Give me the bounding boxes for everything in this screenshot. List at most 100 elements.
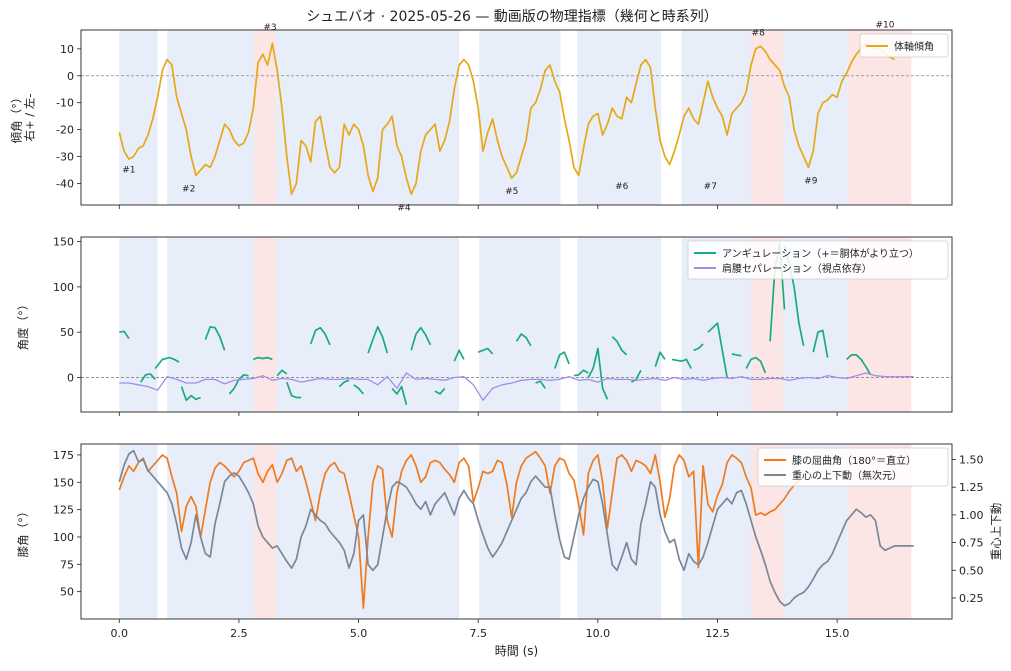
axes-frame [80, 29, 953, 206]
phase-span-blue [783, 30, 848, 205]
series-line-1 [367, 325, 389, 354]
legend-label: 体軸傾角 [894, 40, 934, 53]
y-tick-label: 175 [53, 449, 74, 462]
x-tick-label: 12.5 [705, 627, 730, 640]
x-tick-label: 0.0 [111, 627, 129, 640]
y-tick-label: 10 [60, 43, 74, 56]
phase-span-red [254, 30, 277, 205]
y-tick-label: 75 [60, 558, 74, 571]
series-line-1 [118, 42, 896, 196]
phase-span-red [254, 237, 277, 412]
series-line-1 [180, 386, 201, 402]
series-line-1 [453, 349, 465, 362]
series-line-1 [630, 369, 642, 383]
series-line-1 [573, 369, 589, 377]
x-tick-label: 15.0 [825, 627, 850, 640]
y-tick-label: -40 [56, 177, 74, 190]
y-axis-label: 右+ / 左- [23, 94, 37, 142]
x-tick-label: 10.0 [586, 627, 611, 640]
series-line-1 [731, 353, 742, 357]
phase-span-blue [167, 237, 255, 412]
axes-frame [80, 236, 953, 413]
legend: 体軸傾角 [859, 33, 949, 58]
series-line-1 [611, 336, 628, 356]
series-line-1 [276, 369, 288, 377]
series-line-1 [253, 356, 273, 361]
event-marker-label: #8 [752, 28, 766, 38]
series-line-1 [707, 322, 728, 378]
y-tick-label: 0 [67, 372, 74, 385]
y-tick-label: -20 [56, 124, 74, 137]
phase-span-blue [577, 444, 662, 619]
panel-1: 10 0 -10 -20 -30 -40 傾角（°） 右+ / 左- #1 #2 #3 #4 #5 #6 #… [10, 20, 953, 213]
legend-box [859, 33, 949, 58]
event-marker-label: #2 [182, 185, 195, 195]
series-line-2 [119, 372, 914, 401]
legend-box [757, 447, 949, 487]
legend-label: 肩腰セパレーション（視点依存） [722, 262, 872, 275]
phase-span-red [254, 444, 277, 619]
series-line-1 [671, 358, 692, 369]
x-tick-label: 5.0 [350, 627, 368, 640]
series-line-1 [515, 333, 532, 347]
y-right-tick-label: 0.50 [959, 564, 984, 577]
phase-span-blue [479, 237, 561, 412]
x-tick-label: 7.5 [469, 627, 487, 640]
y-tick-label: -30 [56, 151, 74, 164]
y-tick-label: 50 [60, 586, 74, 599]
chart-title: シュエバオ · 2025-05-26 — 動画版の物理指標（幾何と時系列） [306, 9, 718, 25]
phase-span-blue [167, 30, 255, 205]
phase-span-blue [479, 30, 561, 205]
phase-span-red [751, 30, 784, 205]
y-tick-label: 125 [53, 504, 74, 517]
y-tick-label: 150 [53, 476, 74, 489]
phase-span-blue [577, 237, 662, 412]
phase-span-blue [276, 30, 460, 205]
y-right-tick-label: 1.00 [959, 509, 984, 522]
event-marker-label: #9 [804, 176, 818, 186]
y-tick-label: 100 [53, 281, 74, 294]
series-line-1 [745, 356, 767, 374]
x-tick-label: 2.5 [230, 627, 248, 640]
legend: アンギュレーション（+＝胴体がより立つ） 肩腰セパレーション（視点依存） [687, 240, 949, 280]
series-line-1 [846, 354, 872, 376]
event-marker-label: #3 [263, 23, 276, 33]
phase-span-blue [681, 444, 751, 619]
series-line-1 [285, 381, 302, 399]
phase-span-blue [276, 237, 460, 412]
y-right-axis-label: 重心上下動 [989, 503, 1003, 561]
y-right-tick-label: 1.50 [959, 454, 984, 467]
legend: 膝の屈曲角（180°＝直立） 重心の上下動（無次元） [757, 447, 949, 487]
event-marker-label: #4 [397, 203, 411, 213]
series-line-1 [410, 326, 432, 351]
series-line-1 [309, 326, 331, 346]
legend-label: 膝の屈曲角（180°＝直立） [792, 454, 916, 467]
phase-span-blue [681, 30, 751, 205]
series-line-1 [391, 385, 408, 405]
event-marker-label: #7 [704, 182, 717, 192]
panel-2: 150 100 50 0 角度（°） アンギュレーション（+＝胴体がより立つ） 肩腰セパレー… [16, 236, 953, 416]
event-marker-label: #1 [122, 166, 135, 176]
series-line-1 [587, 347, 609, 400]
legend-box [687, 240, 949, 280]
phase-span-blue [167, 444, 255, 619]
y-axis-label: 角度（°） [16, 299, 30, 351]
series-line-1 [553, 351, 570, 369]
panel-3: 175 150 125 100 75 50 膝角（°） 1.50 1.25 1.00 0.75 0.5… [16, 443, 1003, 658]
y-right-tick-label: 0.75 [959, 537, 984, 550]
series-line-1 [654, 351, 666, 367]
event-marker-label: #6 [615, 182, 629, 192]
y-tick-label: 0 [67, 70, 74, 83]
legend-label: 重心の上下動（無次元） [792, 469, 902, 482]
y-axis-label: 膝角（°） [16, 506, 30, 558]
x-axis-label: 時間 (s) [495, 644, 538, 658]
series-line-1 [154, 356, 180, 370]
y-right-tick-label: 1.25 [959, 481, 984, 494]
y-tick-label: -10 [56, 97, 74, 110]
axes-frame [80, 443, 953, 620]
series-line-1 [812, 329, 829, 358]
event-marker-label: #10 [876, 20, 895, 30]
phase-span-blue [119, 30, 158, 205]
series-line-1 [535, 380, 546, 389]
